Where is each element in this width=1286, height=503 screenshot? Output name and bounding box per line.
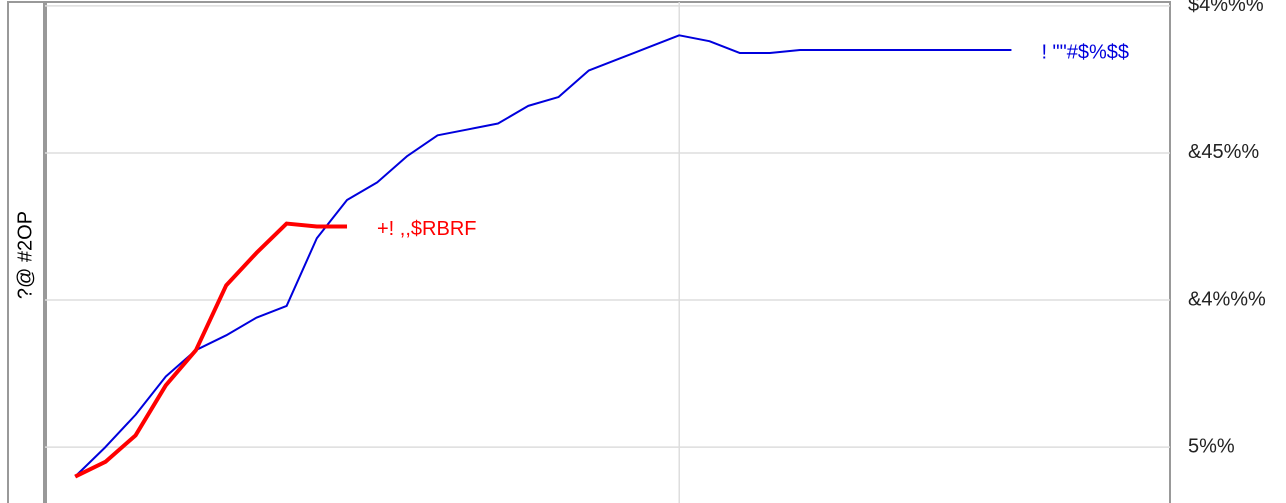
y-tick-label: $4%%% (1188, 0, 1264, 16)
frame (7, 1, 1171, 503)
series-label: +! ,,$RBRF (377, 218, 476, 240)
y-tick-label: &4%%% (1188, 288, 1266, 310)
y-tick-label: 5%% (1188, 435, 1235, 457)
y-axis-label: ?@ #2OP (14, 211, 36, 299)
y-tick-label: &45%% (1188, 141, 1259, 163)
series-label: ! ""#$%$$ (1041, 41, 1129, 63)
series-line (74, 34, 1012, 478)
series-line (74, 221, 348, 479)
